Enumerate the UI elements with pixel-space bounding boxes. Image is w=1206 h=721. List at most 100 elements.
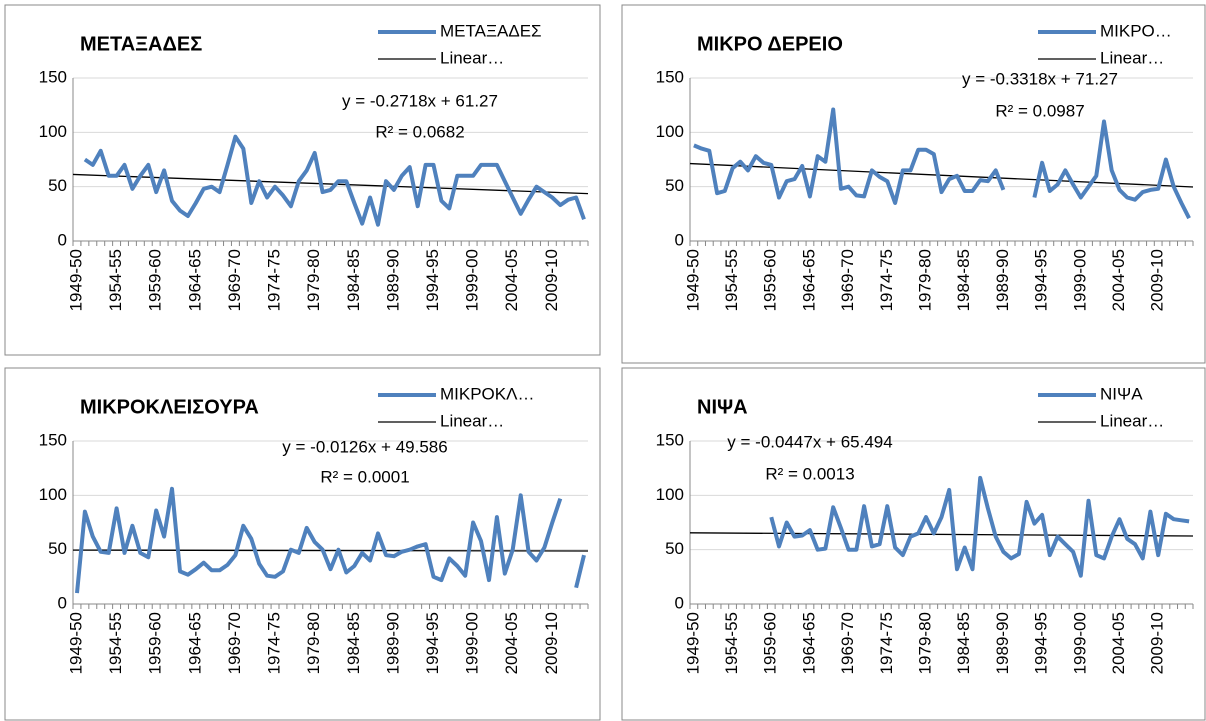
trend-r2: R² = 0.0013 bbox=[765, 464, 854, 483]
x-tick-label: 1994-95 bbox=[423, 612, 442, 674]
x-tick-label: 1979-80 bbox=[916, 249, 935, 311]
x-tick-label: 1989-90 bbox=[383, 249, 402, 311]
x-tick-label: 1964-65 bbox=[185, 612, 204, 674]
y-tick-label: 100 bbox=[656, 485, 684, 504]
x-tick-label: 1954-55 bbox=[722, 249, 741, 311]
x-tick-label: 2004-05 bbox=[502, 249, 521, 311]
y-tick-label: 150 bbox=[39, 430, 67, 449]
legend-label: ΜΙΚΡΟ… bbox=[1100, 21, 1172, 40]
x-tick-label: 1984-85 bbox=[344, 612, 363, 674]
y-tick-label: 0 bbox=[675, 593, 684, 612]
legend-label: Linear… bbox=[440, 48, 504, 67]
x-tick-label: 1979-80 bbox=[304, 612, 323, 674]
x-tick-label: 1999-00 bbox=[463, 249, 482, 311]
x-tick-label: 1969-70 bbox=[838, 249, 857, 311]
y-tick-label: 50 bbox=[48, 539, 67, 558]
trend-r2: R² = 0.0001 bbox=[320, 467, 409, 486]
x-tick-label: 1954-55 bbox=[722, 612, 741, 674]
data-line bbox=[75, 486, 586, 594]
x-tick-label: 2009-10 bbox=[542, 612, 561, 674]
trend-r2: R² = 0.0987 bbox=[995, 101, 1084, 120]
x-tick-label: 2009-10 bbox=[542, 249, 561, 311]
x-tick-label: 1959-60 bbox=[761, 612, 780, 674]
trend-equation: y = -0.2718x + 61.27 bbox=[342, 91, 498, 110]
x-tick-label: 1979-80 bbox=[304, 249, 323, 311]
legend-label: ΜΙΚΡΟΚΛ… bbox=[440, 384, 534, 403]
legend-label: Linear… bbox=[440, 411, 504, 430]
x-tick-label: 1999-00 bbox=[1070, 249, 1089, 311]
x-tick-label: 2009-10 bbox=[1148, 249, 1167, 311]
x-tick-label: 1964-65 bbox=[799, 249, 818, 311]
chart-panel: ΜΙΚΡΟΚΛΕΙΣΟΥΡΑ 0 50 100 150 1949-50 1954-55 195… bbox=[4, 367, 601, 721]
y-tick-label: 150 bbox=[656, 430, 684, 449]
chart-panel: ΜΙΚΡΟ ΔΕΡΕΙΟ 0 50 100 150 1949-50 1954-55 1959-… bbox=[621, 4, 1206, 364]
x-tick-label: 1974-75 bbox=[877, 612, 896, 674]
y-tick-label: 100 bbox=[39, 485, 67, 504]
y-tick-label: 50 bbox=[48, 176, 67, 195]
x-tick-label: 1964-65 bbox=[799, 612, 818, 674]
trend-equation: y = -0.0126x + 49.586 bbox=[282, 437, 447, 456]
chart-title: ΜΙΚΡΟΚΛΕΙΣΟΥΡΑ bbox=[80, 396, 259, 418]
y-tick-label: 0 bbox=[58, 593, 67, 612]
data-line bbox=[693, 107, 1191, 220]
x-tick-label: 1959-60 bbox=[761, 249, 780, 311]
x-tick-label: 2004-05 bbox=[502, 612, 521, 674]
legend-label: ΜΕΤΑΞΑΔΕΣ bbox=[440, 21, 542, 40]
y-tick-label: 100 bbox=[39, 122, 67, 141]
trend-r2: R² = 0.0682 bbox=[375, 122, 464, 141]
y-tick-label: 150 bbox=[656, 67, 684, 86]
y-tick-label: 50 bbox=[665, 539, 684, 558]
x-tick-label: 1994-95 bbox=[423, 249, 442, 311]
x-tick-label: 1994-95 bbox=[1032, 249, 1051, 311]
x-tick-label: 2004-05 bbox=[1109, 612, 1128, 674]
data-line bbox=[769, 475, 1190, 578]
y-tick-label: 50 bbox=[665, 176, 684, 195]
x-tick-label: 1989-90 bbox=[993, 249, 1012, 311]
x-tick-label: 1969-70 bbox=[225, 249, 244, 311]
x-tick-label: 2004-05 bbox=[1109, 249, 1128, 311]
chart-panel: ΜΕΤΑΞΑΔΕΣ 0 50 100 150 1949-50 1954-55 1959-60 1… bbox=[4, 4, 601, 356]
x-tick-label: 1969-70 bbox=[838, 612, 857, 674]
legend-label: ΝΙΨΑ bbox=[1100, 384, 1143, 403]
x-tick-label: 1959-60 bbox=[146, 612, 165, 674]
panel-border bbox=[621, 4, 1206, 364]
x-tick-label: 1949-50 bbox=[683, 612, 702, 674]
data-line bbox=[83, 134, 586, 227]
chart-title: ΜΕΤΑΞΑΔΕΣ bbox=[80, 33, 202, 55]
x-tick-label: 1974-75 bbox=[877, 249, 896, 311]
x-tick-label: 1984-85 bbox=[954, 249, 973, 311]
x-tick-label: 1949-50 bbox=[66, 249, 85, 311]
trendline bbox=[72, 173, 589, 195]
x-tick-label: 1994-95 bbox=[1032, 612, 1051, 674]
chart-title: ΜΙΚΡΟ ΔΕΡΕΙΟ bbox=[697, 33, 843, 55]
x-tick-label: 1984-85 bbox=[344, 249, 363, 311]
y-tick-label: 100 bbox=[656, 122, 684, 141]
x-tick-label: 1949-50 bbox=[66, 612, 85, 674]
x-tick-label: 1949-50 bbox=[683, 249, 702, 311]
x-tick-label: 1964-65 bbox=[185, 249, 204, 311]
x-tick-label: 1969-70 bbox=[225, 612, 244, 674]
x-tick-label: 1999-00 bbox=[463, 612, 482, 674]
x-tick-label: 1954-55 bbox=[106, 249, 125, 311]
panel-border bbox=[4, 4, 601, 356]
y-tick-label: 150 bbox=[39, 67, 67, 86]
x-tick-label: 1974-75 bbox=[265, 249, 284, 311]
x-tick-label: 1974-75 bbox=[265, 612, 284, 674]
x-tick-label: 1999-00 bbox=[1070, 612, 1089, 674]
trend-equation: y = -0.0447x + 65.494 bbox=[727, 432, 892, 451]
y-tick-label: 0 bbox=[675, 230, 684, 249]
x-tick-label: 1984-85 bbox=[954, 612, 973, 674]
y-tick-label: 0 bbox=[58, 230, 67, 249]
chart-title: ΝΙΨΑ bbox=[697, 396, 748, 418]
x-tick-label: 1989-90 bbox=[383, 612, 402, 674]
x-tick-label: 1954-55 bbox=[106, 612, 125, 674]
x-tick-label: 1979-80 bbox=[916, 612, 935, 674]
x-tick-label: 1959-60 bbox=[146, 249, 165, 311]
x-tick-label: 1989-90 bbox=[993, 612, 1012, 674]
legend-label: Linear… bbox=[1100, 48, 1164, 67]
legend-label: Linear… bbox=[1100, 411, 1164, 430]
x-tick-label: 2009-10 bbox=[1148, 612, 1167, 674]
trend-equation: y = -0.3318x + 71.27 bbox=[962, 69, 1118, 88]
chart-panel: ΝΙΨΑ 0 50 100 150 1949-50 1954-55 1959-60 1964-6… bbox=[621, 367, 1206, 721]
